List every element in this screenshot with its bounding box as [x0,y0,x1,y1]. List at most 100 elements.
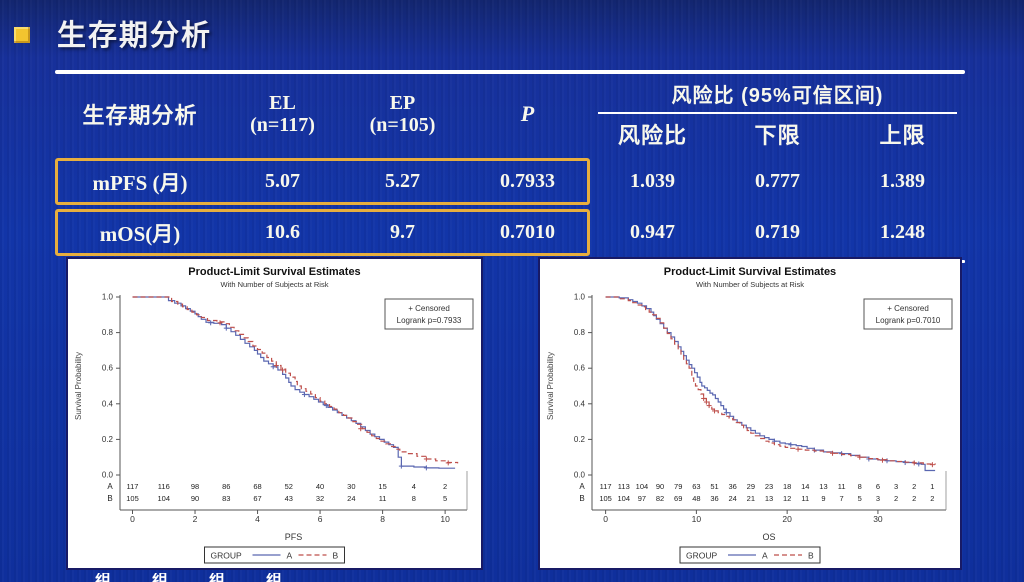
svg-text:90: 90 [191,494,199,503]
svg-text:21: 21 [747,494,755,503]
highlight-box [55,158,590,205]
svg-text:13: 13 [819,482,827,491]
svg-text:9: 9 [821,494,825,503]
svg-text:23: 23 [765,482,773,491]
svg-text:104: 104 [158,494,171,503]
svg-text:98: 98 [191,482,199,491]
svg-text:1.0: 1.0 [574,293,586,302]
svg-text:B: B [579,494,584,503]
svg-text:82: 82 [656,494,664,503]
svg-text:11: 11 [379,494,387,503]
el-value: 10.6 [265,221,300,243]
svg-text:116: 116 [158,482,170,491]
svg-text:52: 52 [285,482,293,491]
svg-text:30: 30 [347,482,355,491]
svg-text:3: 3 [894,482,898,491]
svg-text:83: 83 [222,494,230,503]
svg-text:+ Censored: + Censored [408,304,450,313]
header-hr: 风险比 [617,122,687,148]
svg-text:0.8: 0.8 [574,328,586,337]
highlight-box [55,209,590,256]
svg-text:0.8: 0.8 [102,328,114,337]
svg-text:10: 10 [440,514,450,524]
svg-text:30: 30 [873,514,883,524]
svg-text:+ Censored: + Censored [887,304,929,313]
svg-text:GROUP: GROUP [211,551,243,561]
svg-text:24: 24 [347,494,355,503]
hr-lower: 0.777 [755,170,800,192]
svg-text:86: 86 [222,482,230,491]
svg-text:B: B [333,551,339,561]
svg-text:GROUP: GROUP [686,551,718,561]
svg-text:113: 113 [618,482,630,491]
svg-text:6: 6 [876,482,880,491]
svg-text:8: 8 [858,482,862,491]
p-value: 0.7010 [500,221,555,243]
svg-text:97: 97 [638,494,646,503]
svg-text:11: 11 [801,494,809,503]
svg-text:36: 36 [710,494,718,503]
svg-text:5: 5 [858,494,862,503]
svg-text:90: 90 [656,482,664,491]
svg-text:32: 32 [316,494,324,503]
svg-text:12: 12 [783,494,791,503]
svg-text:Product-Limit Survival Estimat: Product-Limit Survival Estimates [188,266,360,278]
svg-text:5: 5 [443,494,447,503]
svg-text:1: 1 [930,482,934,491]
pfs-km-svg: Product-Limit Survival Estimates With Num… [74,266,474,564]
svg-text:2: 2 [912,482,916,491]
svg-text:10: 10 [692,514,702,524]
header-hr-group-title: 风险比 (95%可信区间) [671,84,884,107]
svg-text:36: 36 [729,482,737,491]
svg-text:14: 14 [801,482,809,491]
svg-text:2: 2 [443,482,447,491]
svg-text:43: 43 [285,494,293,503]
header-ep: EP (n=105) [369,92,436,136]
svg-text:15: 15 [378,482,386,491]
svg-text:79: 79 [674,482,682,491]
svg-text:117: 117 [600,482,612,491]
svg-text:With Number of Subjects at Ris: With Number of Subjects at Risk [221,280,329,289]
row-label: mPFS (月) [92,170,188,195]
svg-text:6: 6 [318,514,323,524]
svg-text:40: 40 [316,482,324,491]
svg-text:8: 8 [380,514,385,524]
hr-upper: 1.248 [880,221,925,243]
svg-text:67: 67 [253,494,261,503]
svg-text:8: 8 [412,494,416,503]
table-row-mos: mOS(月) 10.6 9.7 0.7010 0.947 0.719 1.248 [55,209,965,256]
svg-text:PFS: PFS [285,532,303,542]
svg-text:A: A [107,482,113,491]
header-upper: 上限 [879,122,926,148]
hr-lower: 0.719 [755,221,800,243]
svg-text:0: 0 [130,514,135,524]
svg-text:68: 68 [253,482,261,491]
svg-text:Logrank p=0.7010: Logrank p=0.7010 [876,316,941,325]
svg-text:4: 4 [412,482,416,491]
header-lower: 下限 [754,122,801,148]
os-km-svg: Product-Limit Survival Estimates With Num… [546,266,953,564]
svg-text:2: 2 [894,494,898,503]
header-row-label: 生存期分析 [82,103,198,128]
svg-text:Survival Probability: Survival Probability [74,352,83,420]
svg-text:24: 24 [729,494,737,503]
svg-text:Survival Probability: Survival Probability [546,352,555,420]
svg-text:69: 69 [674,494,682,503]
pfs-km-chart: Product-Limit Survival Estimates With Num… [66,257,483,570]
p-value: 0.7933 [500,170,555,192]
hr-value: 1.039 [630,170,675,192]
svg-text:0: 0 [603,514,608,524]
svg-text:104: 104 [636,482,649,491]
svg-text:A: A [762,551,768,561]
table-row-mpfs: mPFS (月) 5.07 5.27 0.7933 1.039 0.777 1.… [55,158,965,205]
svg-text:0.2: 0.2 [574,435,586,444]
svg-text:A: A [287,551,293,561]
survival-summary-table: 生存期分析 EL (n=117) EP (n=105) P 风险比 (95%可信… [55,70,965,263]
svg-text:3: 3 [876,494,880,503]
hr-upper: 1.389 [880,170,925,192]
svg-text:11: 11 [838,482,846,491]
svg-text:0.6: 0.6 [574,364,586,373]
table-header: 生存期分析 EL (n=117) EP (n=105) P 风险比 (95%可信… [55,74,965,154]
svg-text:0.0: 0.0 [102,471,114,480]
el-value: 5.07 [265,170,300,192]
